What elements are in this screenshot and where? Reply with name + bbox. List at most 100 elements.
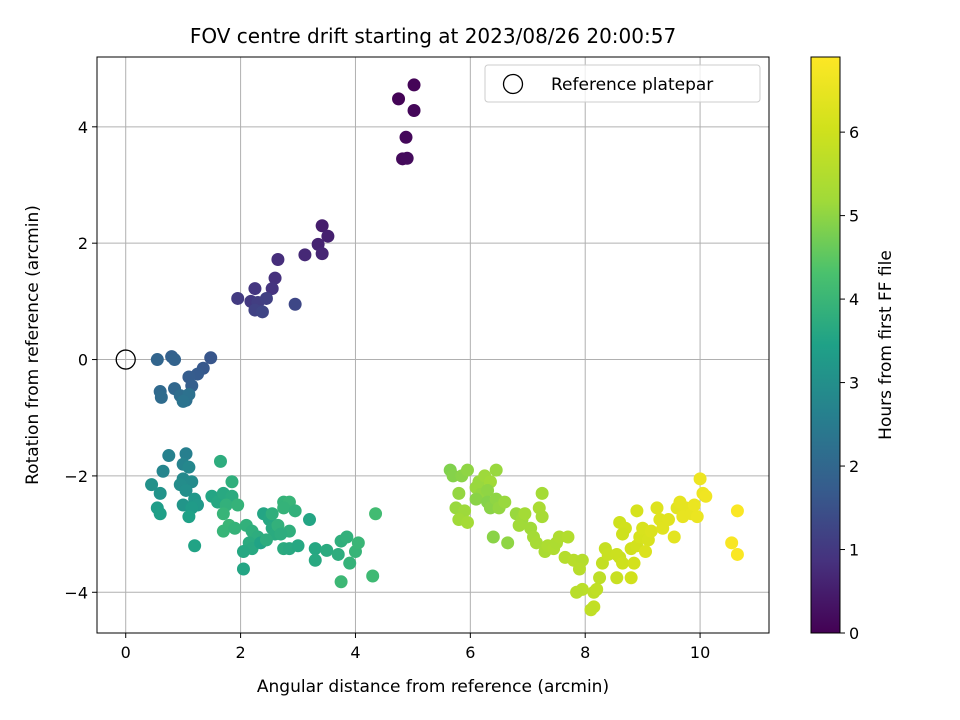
data-point: [179, 483, 193, 497]
colorbar-tick-label: 5: [849, 207, 859, 226]
x-tick-label: 2: [235, 643, 245, 662]
data-point: [271, 252, 285, 266]
colorbar-tick-label: 3: [849, 374, 859, 393]
data-point: [213, 454, 227, 468]
data-point: [204, 351, 218, 365]
colorbar-tick-label: 2: [849, 457, 859, 476]
data-point: [407, 104, 421, 118]
data-point: [610, 571, 624, 585]
reference-platepar-marker: [115, 349, 136, 370]
data-point: [182, 460, 196, 474]
data-point: [231, 498, 245, 512]
data-point: [460, 463, 474, 477]
data-point: [156, 464, 170, 478]
data-point: [687, 498, 701, 512]
y-tick-label: 0: [78, 351, 88, 370]
data-point: [661, 513, 675, 527]
data-point: [624, 571, 638, 585]
data-point: [730, 504, 744, 518]
colorbar-tick-label: 4: [849, 290, 859, 309]
data-point: [590, 582, 604, 596]
data-point: [584, 603, 598, 617]
data-point: [298, 248, 312, 262]
data-point: [268, 271, 282, 285]
colorbar-gradient: [810, 56, 841, 634]
data-point: [162, 449, 176, 463]
x-tick-label: 8: [580, 643, 590, 662]
data-point: [288, 504, 302, 518]
x-axis-label: Angular distance from reference (arcmin): [257, 677, 609, 697]
data-point: [225, 475, 239, 489]
chart-title: FOV centre drift starting at 2023/08/26 …: [190, 24, 676, 48]
data-point: [182, 510, 196, 524]
data-point: [351, 536, 365, 550]
y-axis-label: Rotation from reference (arcmin): [23, 205, 43, 485]
data-point: [153, 507, 167, 521]
data-point: [725, 536, 739, 550]
colorbar-tick-label: 6: [849, 123, 859, 142]
colorbar-tick-label: 0: [849, 624, 859, 643]
data-point: [168, 353, 182, 367]
data-point: [512, 518, 526, 532]
data-point: [650, 501, 664, 515]
y-tick-label: −4: [64, 583, 88, 602]
data-point: [315, 247, 329, 261]
data-point: [216, 524, 230, 538]
data-point: [321, 229, 335, 243]
data-point: [690, 510, 704, 524]
data-point: [308, 542, 322, 556]
data-point: [693, 472, 707, 486]
data-point: [248, 282, 262, 296]
data-point: [399, 130, 413, 144]
data-point: [188, 539, 202, 553]
data-point: [277, 501, 291, 515]
colorbar-tick-label: 1: [849, 541, 859, 560]
data-point: [176, 394, 190, 408]
data-point: [369, 507, 383, 521]
x-tick-label: 10: [690, 643, 710, 662]
data-point: [627, 556, 641, 570]
data-point: [315, 219, 329, 233]
data-point: [460, 515, 474, 529]
data-point: [303, 513, 317, 527]
data-point: [518, 507, 532, 521]
x-tick-label: 6: [465, 643, 475, 662]
reference-marker-layer: [115, 349, 136, 370]
data-point: [343, 556, 357, 570]
data-point: [616, 527, 630, 541]
data-point: [570, 585, 584, 599]
data-point: [452, 486, 466, 500]
data-point: [535, 510, 549, 524]
plot-frame: [96, 56, 770, 634]
data-point: [274, 527, 288, 541]
data-point: [334, 575, 348, 589]
data-point: [288, 297, 302, 311]
grid-lines: [97, 57, 769, 633]
data-point: [639, 545, 653, 559]
data-point: [308, 553, 322, 567]
data-point: [630, 504, 644, 518]
colorbar-label: Hours from first FF file: [876, 250, 896, 440]
x-tick-label: 0: [121, 643, 131, 662]
y-tick-label: −2: [64, 467, 88, 486]
data-point: [145, 478, 159, 492]
data-point: [498, 495, 512, 509]
data-point: [259, 533, 273, 547]
data-point: [366, 569, 380, 583]
data-point: [216, 507, 230, 521]
legend: Reference platepar: [484, 64, 761, 103]
data-point: [231, 291, 245, 305]
data-point: [593, 571, 607, 585]
data-point: [154, 390, 168, 404]
data-point: [340, 530, 354, 544]
data-point: [469, 492, 483, 506]
data-point: [644, 524, 658, 538]
y-tick-label: 2: [78, 234, 88, 253]
data-point: [535, 486, 549, 500]
data-point: [730, 547, 744, 561]
data-point: [481, 483, 495, 497]
data-point: [407, 78, 421, 92]
colorbar-ticks: 0 1 2 3 4 5 6: [840, 123, 859, 643]
legend-marker-reference: [502, 73, 524, 95]
